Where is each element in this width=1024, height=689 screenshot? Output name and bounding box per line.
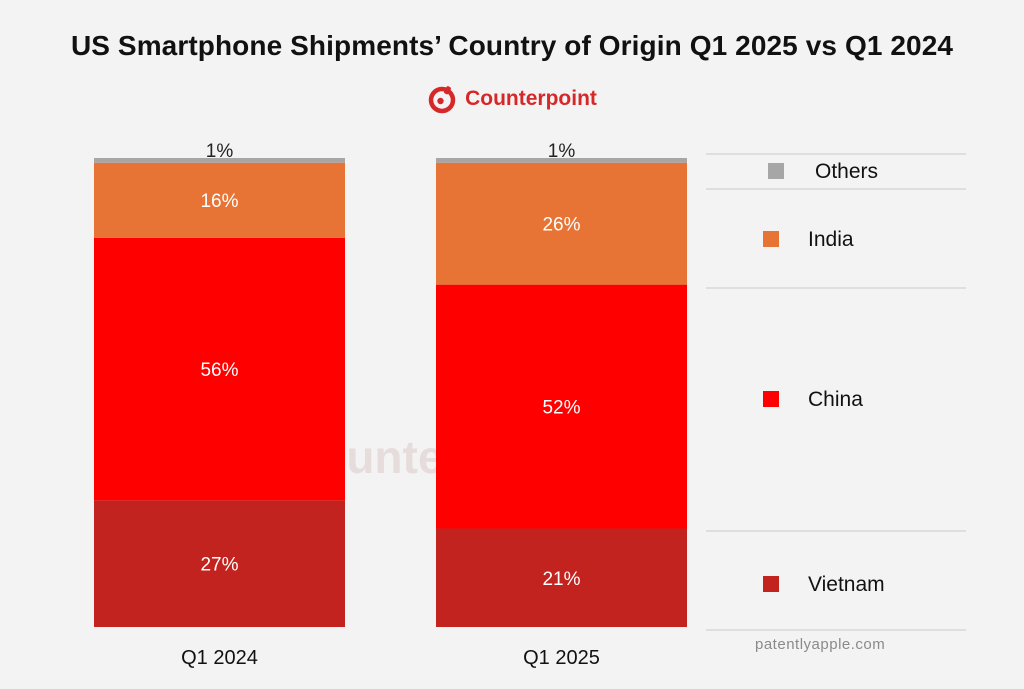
data-label-china-q1-2025: 52% [542,398,580,419]
legend-swatch-china [763,391,779,407]
legend-label-others: Others [815,160,878,183]
data-label-vietnam-q1-2024: 27% [200,555,238,576]
legend-label-vietnam: Vietnam [808,573,885,596]
bar-segment-others-q1-2024 [94,158,345,163]
brand-name: Counterpoint [465,87,597,110]
legend-label-india: India [808,228,854,251]
data-label-vietnam-q1-2025: 21% [542,569,580,590]
brand-logo: Counterpoint [0,84,1024,114]
data-label-china-q1-2024: 56% [200,360,238,381]
legend-swatch-india [763,231,779,247]
x-tick-label-q1-2025: Q1 2025 [523,647,600,669]
legend-label-china: China [808,388,863,411]
bar-segment-india-q1-2025 [436,162,687,285]
chart-title: US Smartphone Shipments’ Country of Orig… [70,30,954,61]
bar-segment-vietnam-q1-2025 [436,528,687,627]
counterpoint-logo-icon [428,86,456,114]
bar-segment-india-q1-2024 [94,162,345,238]
legend-swatch-vietnam [763,576,779,592]
bar-segment-china-q1-2024 [94,237,345,501]
data-label-others-q1-2025: 1% [548,141,576,162]
bar-segment-china-q1-2025 [436,284,687,529]
legend-swatch-others [768,163,784,179]
data-label-others-q1-2024: 1% [206,141,234,162]
x-tick-label-q1-2024: Q1 2024 [181,647,258,669]
data-label-india-q1-2024: 16% [200,191,238,212]
source-credit: patentlyapple.com [755,636,886,653]
data-label-india-q1-2025: 26% [542,215,580,236]
bar-segment-others-q1-2025 [436,158,687,163]
bar-segment-vietnam-q1-2024 [94,500,345,627]
